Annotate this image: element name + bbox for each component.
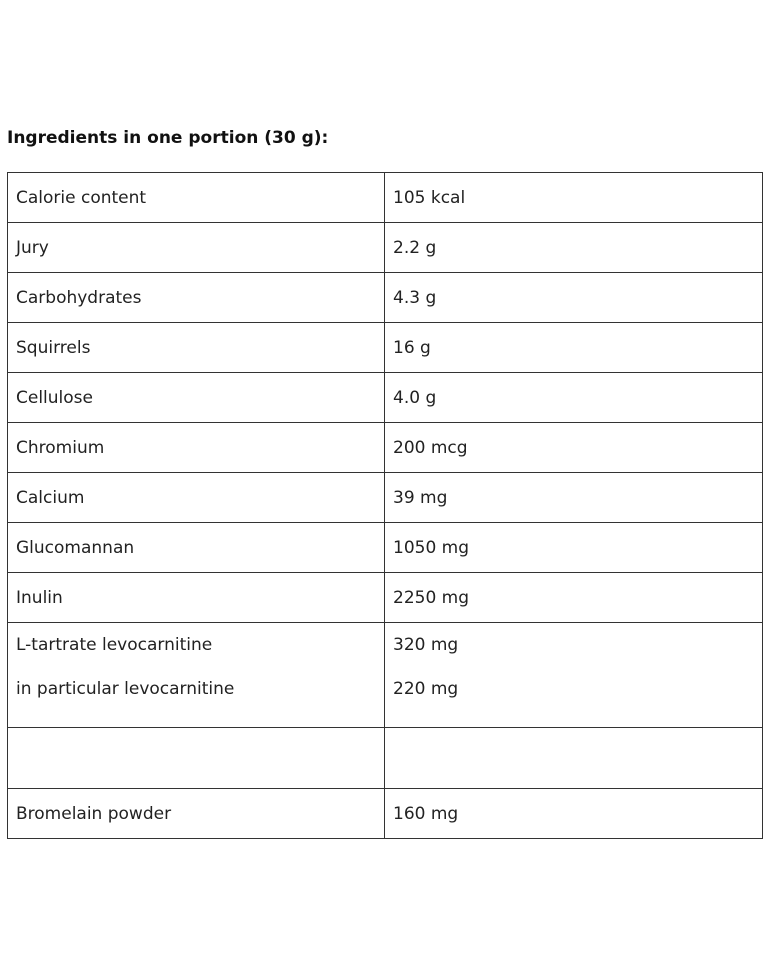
cell-line: 320 mg (393, 635, 459, 655)
table-cell: L-tartrate levocarnitine in particular l… (7, 622, 385, 728)
table-row: Inulin 2250 mg (7, 572, 763, 623)
table-cell: Chromium (7, 422, 385, 473)
cell-line: 220 mg (393, 679, 459, 699)
table-cell: Bromelain powder (7, 788, 385, 839)
table-cell: Glucomannan (7, 522, 385, 573)
table-cell: 320 mg 220 mg (384, 622, 763, 728)
table-cell: Inulin (7, 572, 385, 623)
table-cell: 4.3 g (384, 272, 763, 323)
table-cell: 200 mcg (384, 422, 763, 473)
table-row: Jury 2.2 g (7, 222, 763, 273)
table-cell: Calcium (7, 472, 385, 523)
table-row: Carbohydrates 4.3 g (7, 272, 763, 323)
table-cell: Cellulose (7, 372, 385, 423)
table-cell: 2250 mg (384, 572, 763, 623)
table-row: Chromium 200 mcg (7, 422, 763, 473)
table-row: Glucomannan 1050 mg (7, 522, 763, 573)
table-row: Bromelain powder 160 mg (7, 788, 763, 839)
table-cell: 105 kcal (384, 172, 763, 223)
table-cell: 39 mg (384, 472, 763, 523)
table-cell: Jury (7, 222, 385, 273)
ingredients-table: Calorie content 105 kcal Jury 2.2 g Carbohyd… (7, 172, 763, 839)
table-cell: 4.0 g (384, 372, 763, 423)
table-row: Calorie content 105 kcal (7, 172, 763, 223)
table-cell: Squirrels (7, 322, 385, 373)
table-row: Squirrels 16 g (7, 322, 763, 373)
table-cell (384, 727, 763, 789)
table-cell: Calorie content (7, 172, 385, 223)
table-cell: 160 mg (384, 788, 763, 839)
table-row: L-tartrate levocarnitine in particular l… (7, 622, 763, 728)
table-row: Cellulose 4.0 g (7, 372, 763, 423)
empty-row (7, 727, 763, 789)
title: Ingredients in one portion (30 g): (7, 128, 329, 148)
table-row: Calcium 39 mg (7, 472, 763, 523)
cell-line: L-tartrate levocarnitine (16, 635, 213, 655)
table-cell (7, 727, 385, 789)
table-body: Calorie content 105 kcal Jury 2.2 g Carbohyd… (7, 172, 763, 839)
cell-line: in particular levocarnitine (16, 679, 235, 699)
table-cell: 2.2 g (384, 222, 763, 273)
table-cell: 1050 mg (384, 522, 763, 573)
table-cell: 16 g (384, 322, 763, 373)
table-cell: Carbohydrates (7, 272, 385, 323)
